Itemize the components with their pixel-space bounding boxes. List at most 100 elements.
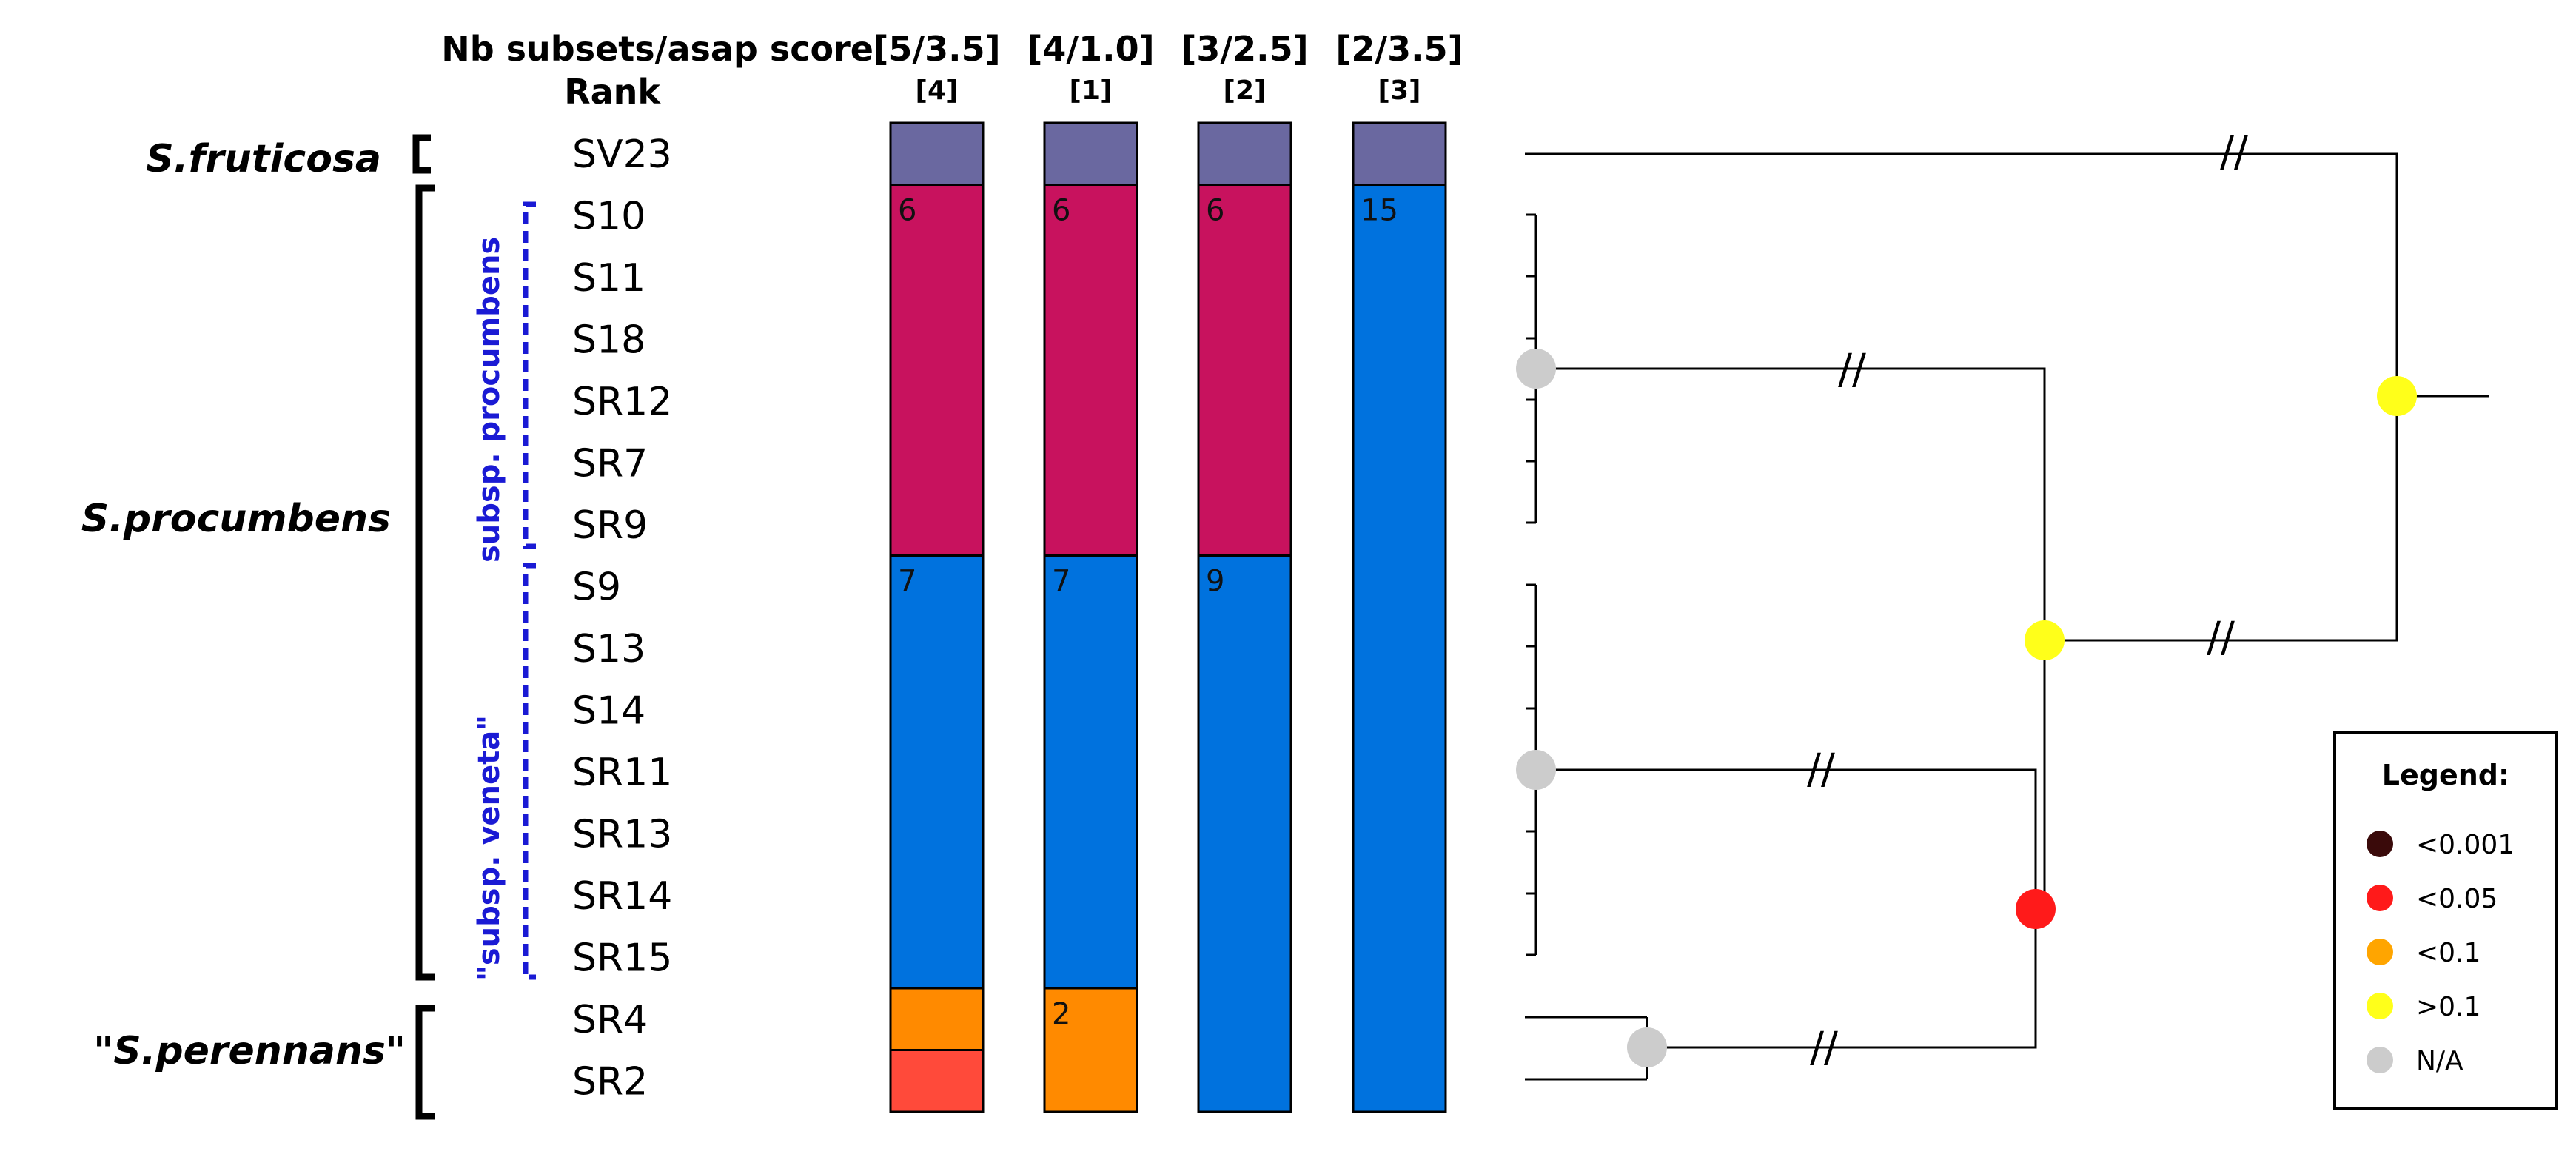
bar-segment [889,554,985,990]
legend-box [2333,731,2558,1110]
legend-label: <0.001 [2416,830,2515,860]
header-score-1: [5/3.5] [873,29,1000,69]
tree-branch-perennans [1647,909,2037,1049]
tree-node-perennans-clade [1627,1027,1667,1067]
bar-column-2: 6 7 2 [1043,121,1138,1113]
bar-segment [1352,121,1447,186]
bar-segment-count: 6 [898,194,916,228]
bar-segment-count: 7 [898,565,916,599]
bar-segment [889,1049,985,1113]
tree-branch-veneta [1536,768,2037,909]
bar-segment-count: 6 [1052,194,1070,228]
tree-node-procumbens-all [2025,620,2065,660]
legend-swatch [2367,993,2393,1019]
sample-label: S14 [572,688,645,733]
bracket-procumbens [415,184,435,981]
bar-column-3: 69 [1197,121,1292,1113]
sample-label: S11 [572,256,645,301]
bar-segment [1043,184,1138,557]
tree-node-veneta-perennans [2016,889,2056,929]
sample-label: S9 [572,565,621,609]
header: Nb subsets/asap score Rank [5/3.5] [4] [4/… [441,29,1463,112]
break-mark-procumbens: // [1838,346,1866,394]
break-mark-perennans: // [1810,1024,1838,1072]
tree [1525,152,2489,1081]
tree-branch-procumbens [1536,367,2046,640]
bar-segment-count: 2 [1052,997,1070,1031]
sample-label: SR12 [572,380,672,424]
bar-segment [889,121,985,186]
sample-label: SR2 [572,1059,648,1104]
sample-label: S10 [572,194,645,238]
bar-segment [1197,121,1292,186]
sample-label: S13 [572,627,645,671]
sample-label: SR11 [572,751,672,795]
sample-label: SV23 [572,133,672,177]
bar-segment [1043,554,1138,990]
tree-branch-fruticosa [1525,152,2398,396]
break-mark-fruticosa: // [2220,128,2248,176]
subsp-label-procumbens: subsp. procumbens [472,237,506,563]
header-score-4: [2/3.5] [1335,29,1463,69]
header-rank-2: [1] [1070,76,1113,106]
header-rank-4: [3] [1378,76,1421,106]
break-mark-procumbens-all: // [2207,614,2235,662]
species-label-procumbens: S.procumbens [81,497,391,541]
header-rank-label: Rank [564,72,661,112]
bar-segment-count: 7 [1052,565,1070,599]
sample-label: S18 [572,318,645,362]
bracket-fruticosa [412,134,431,174]
legend-swatch [2367,1047,2393,1073]
tree-branch-veneta-perennans [2036,640,2046,910]
sample-label: SR15 [572,936,672,980]
tree-node-root [2377,376,2417,416]
bar-segment [889,987,985,1051]
bar-segment [1352,184,1447,1113]
subsp-bracket-procumbens [523,201,536,549]
sample-label: SR9 [572,503,648,548]
header-score-2: [4/1.0] [1027,29,1154,69]
subspecies-group: subsp. procumbens "subsp. veneta" [472,201,536,981]
bar-segment-count: 6 [1206,194,1224,228]
legend-swatch [2367,831,2393,857]
bar-segment [1043,987,1138,1113]
legend-title: Legend: [2382,759,2509,791]
tree-break-marks: // // // // // [1807,128,2248,1072]
tree-branch-procumbens-all [2045,396,2398,642]
sample-label: SR4 [572,998,648,1042]
bar-segment [1197,184,1292,557]
header-subsets-score-label: Nb subsets/asap score [441,29,873,69]
species-label-fruticosa: S.fruticosa [146,137,381,181]
legend-swatch [2367,885,2393,911]
legend-swatch [2367,939,2393,965]
subsp-label-veneta: "subsp. veneta" [472,715,506,981]
header-score-3: [3/2.5] [1181,29,1308,69]
subsp-bracket-veneta [523,563,536,980]
header-rank-3: [2] [1224,76,1267,106]
tree-node-procumbens-clade [1516,349,1556,389]
sample-label: SR7 [572,441,648,486]
bar-segment [1197,554,1292,1113]
bar-column-1: 67 [889,121,985,1113]
bar-segment-count: 9 [1206,565,1224,599]
sample-label: SR14 [572,874,672,919]
header-rank-1: [4] [916,76,959,106]
break-mark-veneta: // [1807,745,1835,794]
bar-segment [889,184,985,557]
species-group: S.fruticosa S.procumbens "S.perennans" [81,134,435,1120]
sample-labels: SV23 S10 S11 S18 SR12 SR7 SR9 S9 S13 S14 SR11 SR13 S… [572,133,672,1104]
legend-label: <0.1 [2416,938,2481,968]
legend: Legend: <0.001 <0.05 <0.1 >0.1 N/A [2333,731,2558,1110]
tree-node-veneta-clade [1516,750,1556,790]
bar-segment-count: 15 [1361,194,1398,228]
legend-label: N/A [2416,1046,2463,1076]
species-label-perennans: "S.perennans" [93,1029,406,1073]
sample-label: SR13 [572,812,672,856]
legend-label: <0.05 [2416,884,2498,914]
legend-label: >0.1 [2416,992,2481,1022]
bar-column-4: 15 [1352,121,1447,1113]
bar-segment [1043,121,1138,186]
